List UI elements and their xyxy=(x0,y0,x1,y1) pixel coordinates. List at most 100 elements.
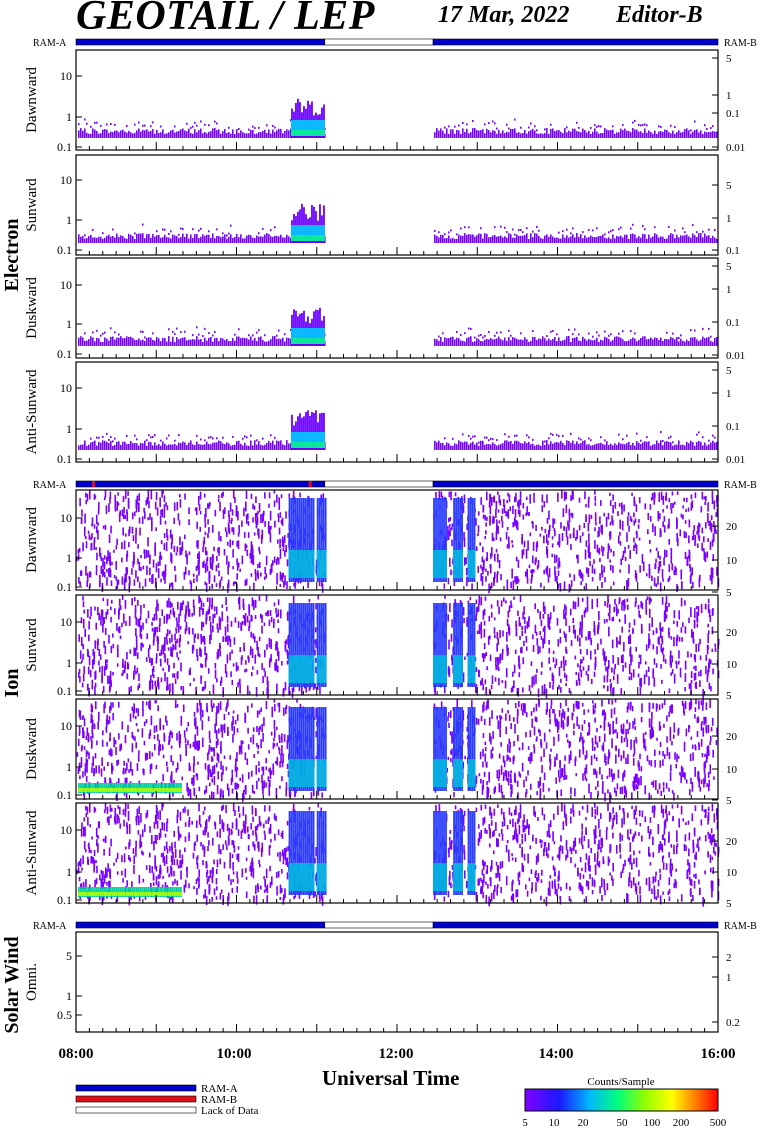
panel-electron-dawnward: 10 1 0.1 5 1 0.1 0.01 Dawnward xyxy=(24,49,745,154)
y-tick-label-right: 5 xyxy=(726,587,732,599)
y-tick-label-left: 1 xyxy=(66,656,72,670)
y-tick-label-left: 1 xyxy=(66,760,72,774)
y-tick-label-left: 0.1 xyxy=(57,580,72,594)
y-tick-label-right: 20 xyxy=(726,836,738,848)
panel-ion-anti-sunward: 10 1 0.1 20 10 5 Anti-Sunward xyxy=(24,802,738,910)
panel-ion-sunward: 10 1 0.1 20 10 5 Sunward xyxy=(24,594,738,702)
y-tick-label-right: 5 xyxy=(726,795,732,807)
channel-label: Omni. xyxy=(24,963,40,1001)
y-tick-label-right: 10 xyxy=(726,659,738,671)
y-tick-label-right: 0.1 xyxy=(726,421,740,433)
x-axis-title: Universal Time xyxy=(322,1066,460,1090)
y-tick-label-left: 0.1 xyxy=(57,243,72,257)
x-tick-label: 10:00 xyxy=(217,1046,252,1062)
legend-swatch xyxy=(75,1106,197,1114)
x-tick-label: 08:00 xyxy=(59,1046,94,1062)
channel-label: Sunward xyxy=(24,178,40,232)
lack-of-data-bar xyxy=(324,480,434,488)
y-tick-label-left: 10 xyxy=(60,823,72,837)
ram-a-bar xyxy=(75,921,326,929)
colorbar-tick-label: 20 xyxy=(578,1117,590,1128)
y-tick-label-right: 20 xyxy=(726,731,738,743)
editor-label: Editor-B xyxy=(616,2,703,28)
channel-label: Duskward xyxy=(24,718,40,780)
channel-label: Anti-Sunward xyxy=(24,810,40,895)
y-tick-label-left: 0.1 xyxy=(57,347,72,361)
y-tick-label-left: 1 xyxy=(66,110,72,124)
y-tick-label-left: 1 xyxy=(66,989,72,1003)
y-tick-label-left: 1 xyxy=(66,213,72,227)
y-tick-label-right: 20 xyxy=(726,627,738,639)
spectrogram-cells xyxy=(78,410,718,450)
y-tick-label-left: 10 xyxy=(60,615,72,629)
spectrogram-cells xyxy=(78,98,718,138)
channel-label: Dawnward xyxy=(24,507,40,573)
y-tick-label-right: 5 xyxy=(726,898,732,910)
y-tick-label-right: 20 xyxy=(726,521,738,533)
panel-electron-duskward: 10 1 0.1 5 1 0.1 0.01 Duskward xyxy=(24,257,745,362)
y-tick-label-right: 0.01 xyxy=(726,454,745,466)
date-label: 17 Mar, 2022 xyxy=(438,2,570,28)
y-tick-label-right: 5 xyxy=(726,53,732,65)
y-tick-label-left: 10 xyxy=(60,511,72,525)
spectrogram-cells xyxy=(78,307,718,346)
ram-a-label: RAM-A xyxy=(33,480,67,491)
ram-b-segment xyxy=(308,481,312,487)
legend-label: RAM-A xyxy=(201,1083,238,1095)
lack-of-data-bar xyxy=(324,921,434,929)
colorbar xyxy=(524,1088,719,1112)
spectrogram-cells xyxy=(77,595,720,699)
y-tick-label-left: 1 xyxy=(66,551,72,565)
panel-solar-wind-omni-: 5 1 0.5 2 1 0.2 Omni. xyxy=(24,931,740,1033)
y-tick-label-right: 2 xyxy=(726,952,732,964)
y-tick-label-right: 1 xyxy=(726,213,732,225)
y-tick-label-right: 1 xyxy=(726,284,732,296)
y-tick-label-left: 10 xyxy=(60,173,72,187)
ram-b-label: RAM-B xyxy=(724,480,757,491)
y-tick-label-right: 5 xyxy=(726,261,732,273)
colorbar-tick-label: 500 xyxy=(710,1117,727,1128)
x-tick-label: 16:00 xyxy=(701,1046,736,1062)
channel-label: Sunward xyxy=(24,618,40,672)
instrument-title: GEOTAIL / LEP xyxy=(76,0,375,39)
ram-a-label: RAM-A xyxy=(33,921,67,932)
spectrogram-cells xyxy=(76,490,720,594)
ram-b-segment xyxy=(92,481,96,487)
y-tick-label-right: 10 xyxy=(726,867,738,879)
legend-label: Lack of Data xyxy=(201,1105,259,1117)
x-tick-label: 14:00 xyxy=(539,1046,574,1062)
panel-ion-duskward: 10 1 0.1 20 10 5 Duskward xyxy=(24,698,738,807)
y-tick-label-left: 10 xyxy=(60,719,72,733)
y-tick-label-left: 0.1 xyxy=(57,140,72,154)
y-tick-label-right: 5 xyxy=(726,690,732,702)
y-tick-label-left: 0.1 xyxy=(57,452,72,466)
colorbar-tick-label: 5 xyxy=(522,1117,528,1128)
y-tick-label-left: 5 xyxy=(66,949,72,963)
channel-label: Duskward xyxy=(24,277,40,339)
y-tick-label-left: 1 xyxy=(66,865,72,879)
ram-b-label: RAM-B xyxy=(724,38,757,49)
y-tick-label-right: 1 xyxy=(726,90,732,102)
legend-label: RAM-B xyxy=(201,1094,237,1106)
colorbar-title: Counts/Sample xyxy=(587,1076,654,1088)
spectrogram-cells xyxy=(76,699,719,803)
y-tick-label-right: 5 xyxy=(726,365,732,377)
group-label: Electron xyxy=(1,219,23,292)
colorbar-tick-label: 10 xyxy=(549,1117,561,1128)
y-tick-label-right: 10 xyxy=(726,764,738,776)
y-tick-label-right: 5 xyxy=(726,180,732,192)
y-tick-label-left: 1 xyxy=(66,422,72,436)
y-tick-label-right: 0.1 xyxy=(726,245,740,257)
channel-label: Dawnward xyxy=(24,67,40,133)
y-tick-label-left: 0.1 xyxy=(57,684,72,698)
colorbar-tick-label: 100 xyxy=(644,1117,661,1128)
y-tick-label-left: 0.1 xyxy=(57,788,72,802)
y-tick-label-left: 0.1 xyxy=(57,893,72,907)
ram-a-bar xyxy=(432,38,719,46)
ram-a-bar xyxy=(432,480,719,488)
y-tick-label-left: 0.5 xyxy=(57,1008,72,1022)
legend-swatch xyxy=(75,1084,197,1092)
panel-electron-anti-sunward: 10 1 0.1 5 1 0.1 0.01 Anti-Sunward xyxy=(24,361,745,466)
colorbar-tick-label: 50 xyxy=(617,1117,629,1128)
